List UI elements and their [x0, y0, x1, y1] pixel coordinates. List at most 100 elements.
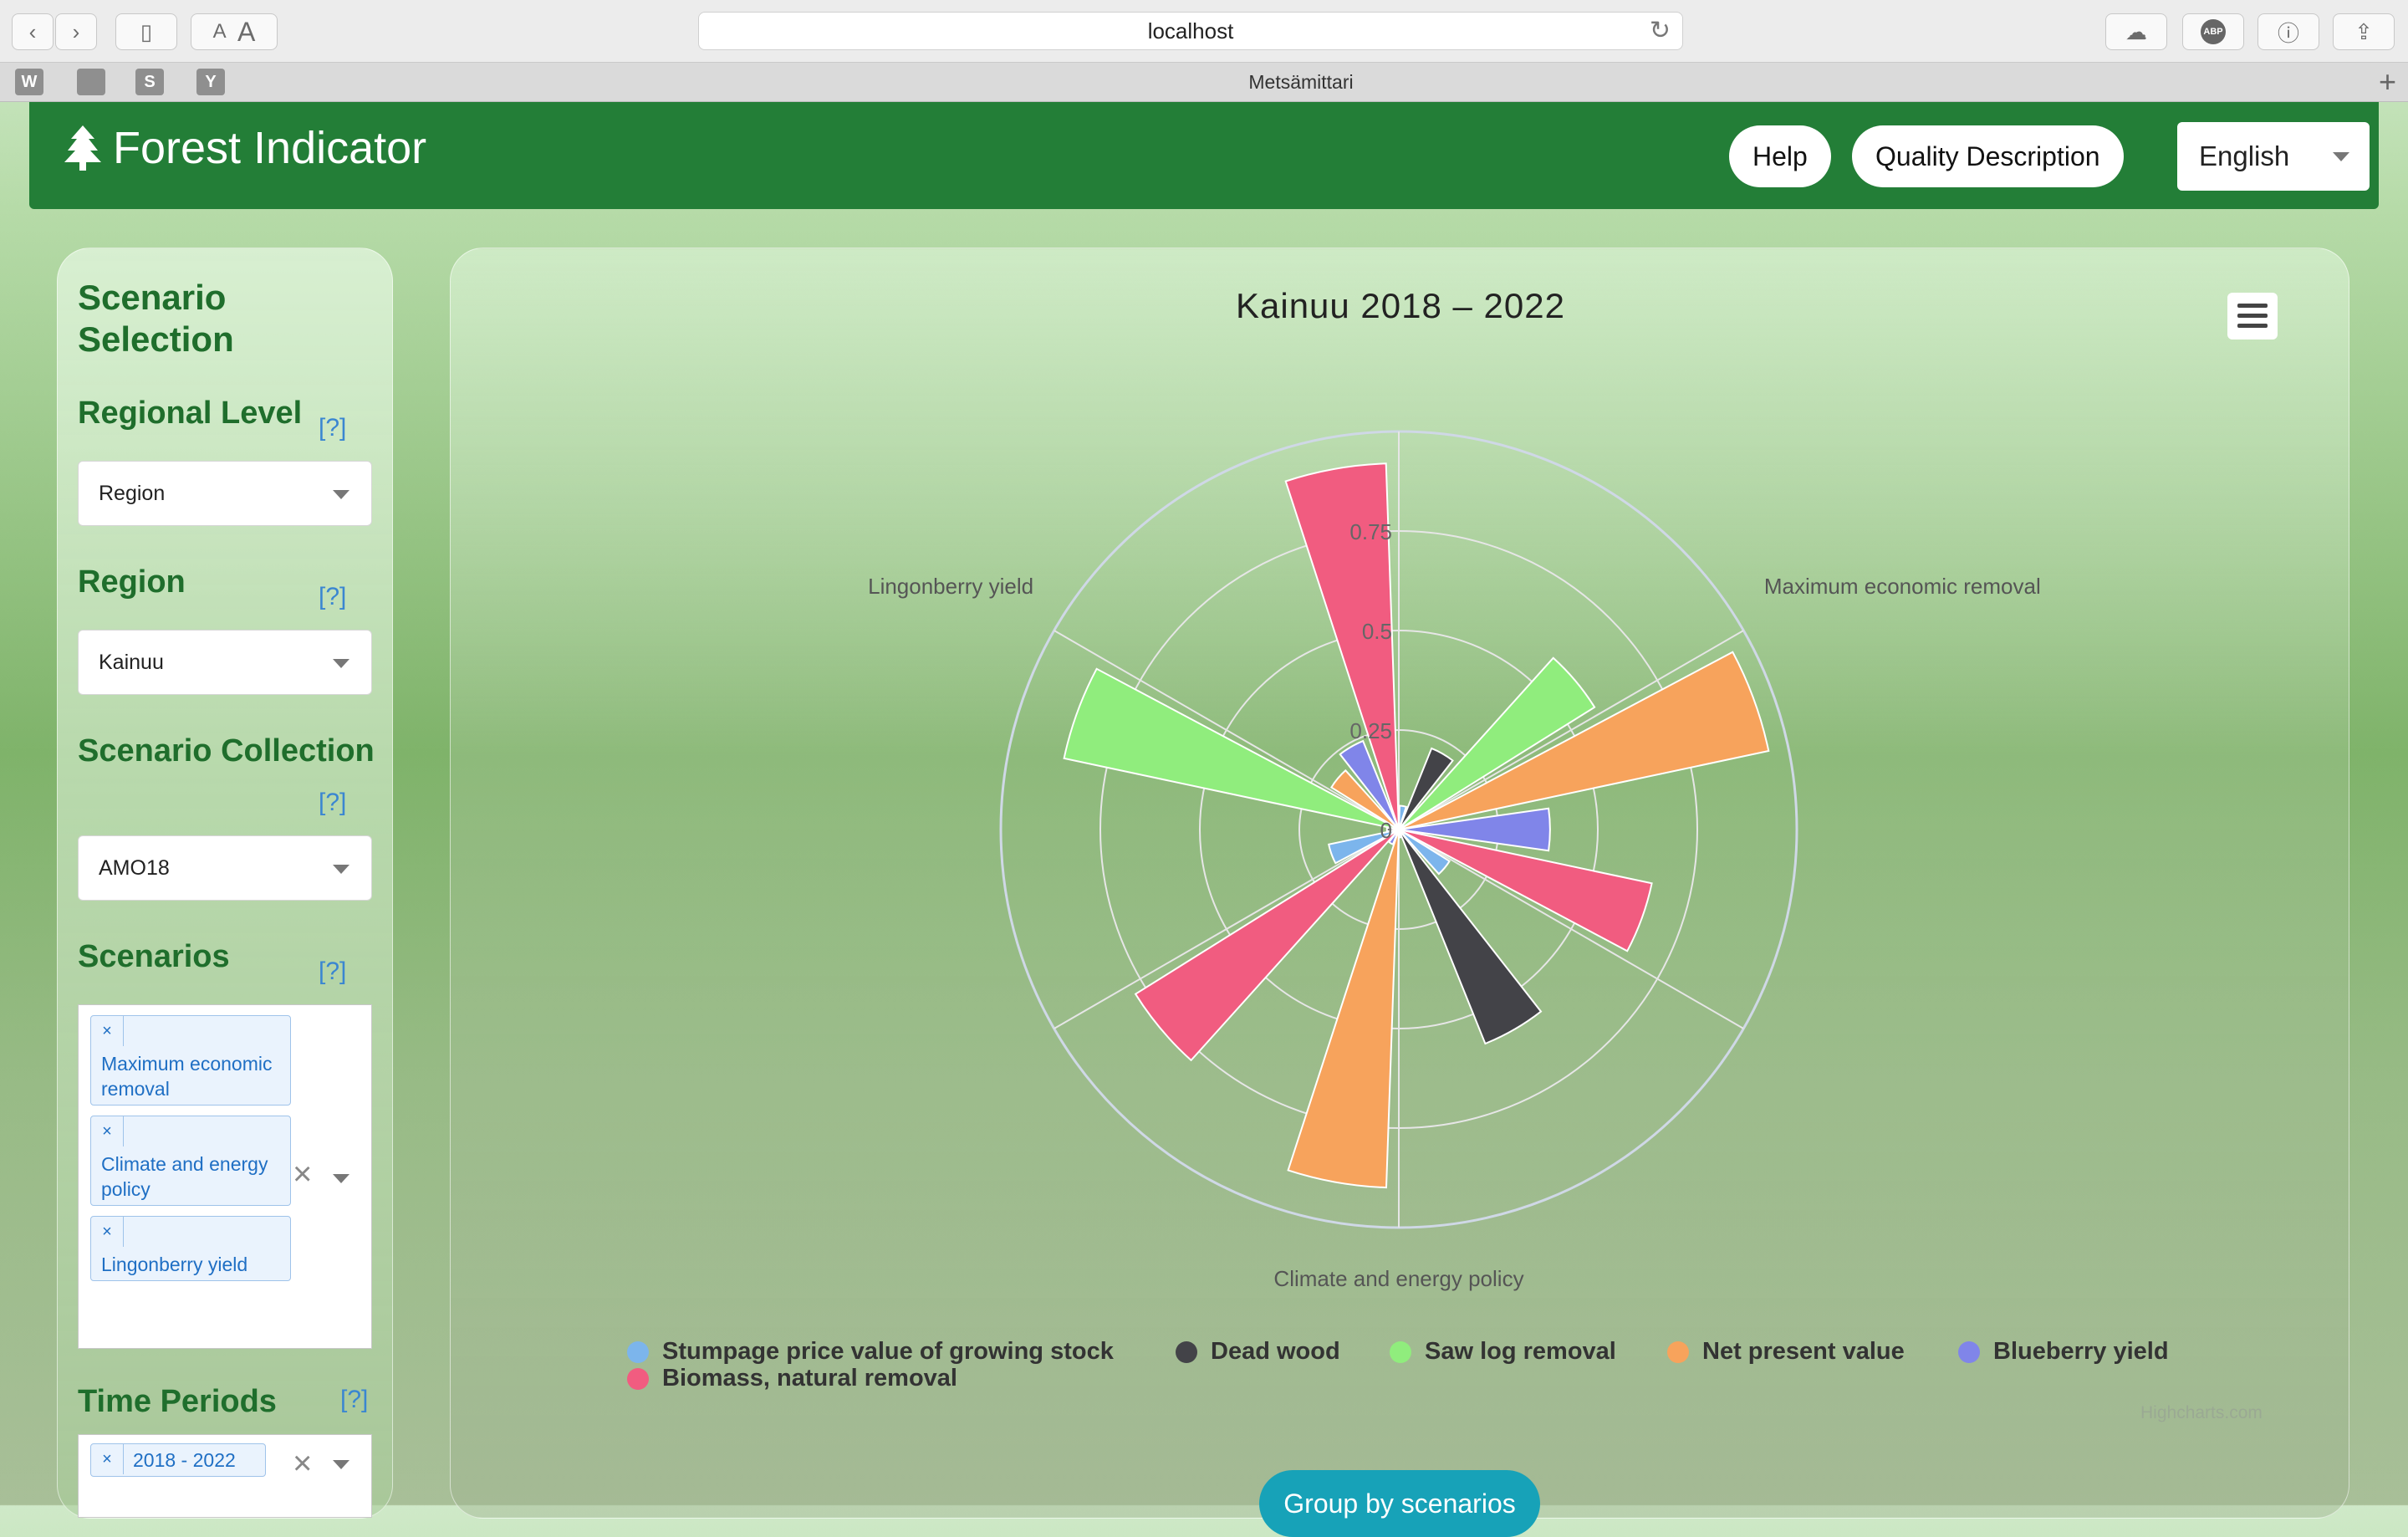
polar-bar: [1284, 462, 1400, 830]
legend-item[interactable]: Biomass, natural removal: [627, 1365, 957, 1392]
polar-bar: [1328, 829, 1400, 865]
polar-bar: [1339, 739, 1400, 830]
polar-bar: [1398, 807, 1551, 852]
chevron-down-icon[interactable]: [333, 1460, 349, 1469]
scenario-tag-label: Climate and energy policy: [101, 1153, 268, 1200]
language-value: English: [2199, 140, 2290, 171]
legend-item[interactable]: Stumpage price value of growing stock: [627, 1338, 1114, 1366]
legend-item[interactable]: Net present value: [1667, 1338, 1905, 1366]
brand[interactable]: Forest Indicator: [64, 122, 426, 174]
scenarios-multiselect[interactable]: × Maximum economic removal × Climate and…: [78, 1004, 372, 1349]
scenario-collection-select[interactable]: AMO18: [78, 835, 372, 901]
chart-title: Kainuu 2018 – 2022: [1235, 286, 1565, 325]
scenario-sidebar: Scenario Selection Regional Level [?] Re…: [57, 248, 393, 1519]
y-tick-label: 0: [1380, 818, 1392, 843]
legend-swatch: [1390, 1340, 1411, 1363]
legend-swatch: [627, 1367, 649, 1390]
polar-bar: [1063, 667, 1400, 830]
group-by-scenarios-button[interactable]: Group by scenarios: [1259, 1470, 1540, 1537]
text-size-button[interactable]: A A: [191, 13, 278, 50]
favicon-w[interactable]: W: [15, 69, 43, 95]
sidebar-toggle-icon[interactable]: ▯: [115, 13, 177, 50]
remove-tag-icon[interactable]: ×: [91, 1217, 124, 1247]
legend-swatch: [1958, 1340, 1980, 1363]
polar-bar: [1398, 829, 1451, 876]
category-label: Lingonberry yield: [868, 574, 1033, 599]
polar-bar: [1398, 747, 1454, 830]
clear-icon[interactable]: ×: [293, 1445, 313, 1482]
chevron-down-icon: [333, 659, 349, 668]
favicon-blank[interactable]: [77, 69, 105, 95]
scenarios-label: Scenarios: [78, 939, 230, 974]
cloud-icon[interactable]: ☁: [2105, 13, 2167, 50]
clear-icon[interactable]: ×: [293, 1156, 313, 1192]
menu-line: [2237, 304, 2268, 308]
reload-icon[interactable]: ↻: [1649, 17, 1671, 44]
app-header: Forest Indicator Help Quality Descriptio…: [29, 102, 2379, 209]
time-period-tag: × 2018 - 2022: [90, 1443, 266, 1477]
language-select[interactable]: English: [2177, 122, 2370, 191]
legend-label: Saw log removal: [1425, 1338, 1616, 1365]
remove-tag-icon[interactable]: ×: [91, 1444, 124, 1474]
time-periods-help[interactable]: [?]: [340, 1386, 369, 1413]
chevron-down-icon: [2333, 152, 2349, 161]
scenario-collection-label: Scenario Collection: [78, 733, 375, 768]
browser-toolbar: ‹ › ▯ A A localhost ↻ ☁ ABP ⓘ ⇪: [0, 0, 2408, 63]
legend-label: Biomass, natural removal: [662, 1365, 957, 1391]
scenario-tag: × Climate and energy policy: [90, 1116, 291, 1206]
region-help[interactable]: [?]: [319, 583, 347, 610]
sidebar-title: Scenario Selection: [78, 278, 234, 359]
legend-label: Dead wood: [1211, 1338, 1340, 1365]
chart-menu-button[interactable]: [2227, 293, 2278, 340]
password-icon[interactable]: ⓘ: [2258, 13, 2319, 50]
scenarios-help[interactable]: [?]: [319, 957, 347, 985]
favicon-y[interactable]: Y: [196, 69, 225, 95]
scenario-tag-label: Maximum economic removal: [101, 1053, 273, 1100]
polar-bar: [1329, 768, 1400, 830]
grid-radial: [1398, 630, 1744, 830]
new-tab-icon[interactable]: +: [2378, 64, 2396, 99]
remove-tag-icon[interactable]: ×: [91, 1016, 124, 1046]
scenario-collection-help[interactable]: [?]: [319, 789, 347, 816]
legend-swatch: [627, 1340, 649, 1363]
region-select[interactable]: Kainuu: [78, 630, 372, 695]
legend-item[interactable]: Saw log removal: [1390, 1338, 1616, 1366]
scenario-tag: × Maximum economic removal: [90, 1015, 291, 1106]
time-periods-label: Time Periods: [78, 1384, 277, 1419]
menu-line: [2237, 314, 2268, 318]
regional-level-value: Region: [99, 482, 166, 505]
address-bar[interactable]: localhost ↻: [698, 12, 1683, 50]
legend-label: Blueberry yield: [1993, 1338, 2169, 1365]
legend-swatch: [1176, 1340, 1197, 1363]
chevron-down-icon[interactable]: [333, 1174, 349, 1183]
help-button[interactable]: Help: [1729, 125, 1831, 187]
favicon-s[interactable]: S: [135, 69, 164, 95]
category-label: Maximum economic removal: [1764, 574, 2041, 599]
regional-level-label: Regional Level: [78, 396, 303, 431]
brand-text: Forest Indicator: [113, 123, 427, 173]
share-icon[interactable]: ⇪: [2333, 13, 2395, 50]
polar-bar: [1398, 656, 1596, 830]
regional-level-help[interactable]: [?]: [319, 414, 347, 442]
y-tick-label: 0.25: [1349, 718, 1392, 743]
quality-description-button[interactable]: Quality Description: [1852, 125, 2124, 187]
time-period-tag-label: 2018 - 2022: [133, 1449, 236, 1471]
back-button[interactable]: ‹: [12, 13, 54, 50]
regional-level-select[interactable]: Region: [78, 461, 372, 526]
y-tick-label: 0.5: [1362, 619, 1392, 644]
tab-title[interactable]: Metsämittari: [1248, 71, 1354, 93]
category-label: Climate and energy policy: [1273, 1266, 1523, 1291]
remove-tag-icon[interactable]: ×: [91, 1116, 124, 1146]
chevron-down-icon: [333, 865, 349, 874]
grid-radial: [1054, 829, 1400, 1029]
forward-button[interactable]: ›: [55, 13, 97, 50]
grid-radial: [1398, 829, 1744, 1029]
adblock-icon[interactable]: ABP: [2182, 13, 2244, 50]
chart-credits[interactable]: Highcharts.com: [2140, 1403, 2263, 1422]
legend-label: Stumpage price value of growing stock: [662, 1338, 1114, 1365]
legend-item[interactable]: Blueberry yield: [1958, 1338, 2169, 1366]
scenario-collection-value: AMO18: [99, 856, 170, 880]
region-value: Kainuu: [99, 651, 164, 674]
legend-item[interactable]: Dead wood: [1176, 1338, 1340, 1366]
chevron-down-icon: [333, 490, 349, 499]
